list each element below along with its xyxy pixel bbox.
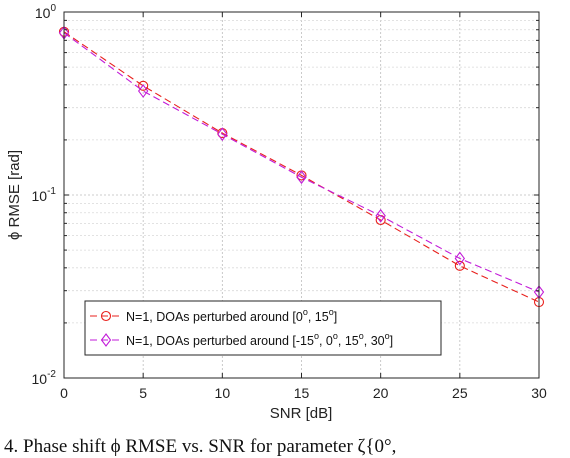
series-2-point <box>375 208 386 223</box>
series-2-point <box>454 251 466 266</box>
legend-box <box>84 300 442 356</box>
y-tick-label: 100 <box>35 3 57 21</box>
x-tick-label: 20 <box>373 385 389 401</box>
x-axis-label: SNR [dB] <box>270 405 333 422</box>
figure-caption: 4. Phase shift ϕ RMSE vs. SNR for parame… <box>4 436 397 457</box>
series-2-line <box>63 32 540 293</box>
x-tick-labels: 0 5 10 15 20 25 30 <box>60 385 547 401</box>
series-1-point <box>138 80 149 91</box>
series-2-point <box>217 127 228 142</box>
x-tick-label: 15 <box>294 385 310 401</box>
y-tick-labels: 100 10-1 10-2 <box>32 3 57 387</box>
legend-label-2: N=1, DOAs perturbed around [-15o, 0o, 15… <box>126 331 393 348</box>
legend-label-1: N=1, DOAs perturbed around [0o, 15o] <box>126 307 337 324</box>
y-tick-label: 10-2 <box>32 369 57 387</box>
series-1-line <box>63 31 540 303</box>
x-tick-label: 30 <box>531 385 547 401</box>
legend: N=1, DOAs perturbed around [0o, 15o] N=1,… <box>84 300 442 356</box>
series-2-point <box>137 84 149 98</box>
series-1-point <box>454 260 465 271</box>
y-axis-label: ϕ RMSE [rad] <box>6 150 23 240</box>
x-tick-label: 5 <box>139 385 147 401</box>
x-tick-label: 25 <box>452 385 468 401</box>
y-tick-label: 10-1 <box>32 186 57 204</box>
axis-ticks <box>63 12 540 379</box>
legend-marker-1 <box>100 310 112 322</box>
series-2-point <box>296 170 307 185</box>
x-tick-label: 10 <box>215 385 231 401</box>
legend-marker-2 <box>100 333 112 347</box>
x-tick-label: 0 <box>60 385 68 401</box>
rmse-vs-snr-chart: 0 5 10 15 20 25 30 100 10-1 10-2 SNR [dB] ϕ RMSE… <box>6 3 547 422</box>
